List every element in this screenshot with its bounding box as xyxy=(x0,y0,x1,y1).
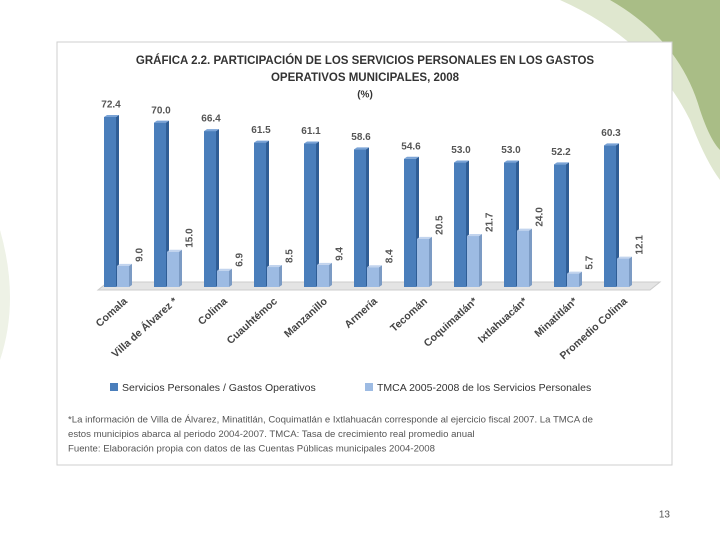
bar-side xyxy=(279,265,282,287)
legend-label: Servicios Personales / Gastos Operativos xyxy=(122,382,316,394)
data-label: 20.5 xyxy=(435,215,446,235)
bar-side xyxy=(429,236,432,287)
bar-top xyxy=(517,228,532,231)
bar xyxy=(204,131,216,287)
chart-title: GRÁFICA 2.2. PARTICIPACIÓN DE LOS SERVIC… xyxy=(136,54,594,67)
footnote: *La información de Villa de Álvarez, Min… xyxy=(68,415,593,426)
data-label: 58.6 xyxy=(351,132,371,143)
bar-side xyxy=(129,263,132,287)
data-label: 21.7 xyxy=(485,212,496,232)
bar-top xyxy=(617,256,632,259)
data-label: 53.0 xyxy=(501,145,521,156)
bar-side xyxy=(379,265,382,287)
data-label: 60.3 xyxy=(601,128,621,139)
bar xyxy=(317,264,329,287)
bar-top xyxy=(317,262,332,265)
data-label: 53.0 xyxy=(451,145,471,156)
bar-side xyxy=(529,228,532,287)
data-label: 5.7 xyxy=(585,255,596,269)
data-label: 61.1 xyxy=(301,126,321,137)
data-label: 12.1 xyxy=(635,235,646,255)
bar-top xyxy=(117,263,132,266)
bar-side xyxy=(179,249,182,287)
bar xyxy=(617,258,629,287)
data-label: 61.5 xyxy=(251,125,271,136)
data-label: 6.9 xyxy=(235,252,246,266)
bar-side xyxy=(266,140,269,287)
bar-top xyxy=(367,265,382,268)
bar xyxy=(167,251,179,287)
data-label: 66.4 xyxy=(201,114,221,125)
bar xyxy=(467,236,479,287)
bar-top xyxy=(567,271,582,274)
bar xyxy=(404,158,416,287)
bar-top xyxy=(104,115,119,117)
bar-side xyxy=(616,143,619,287)
data-label: 8.4 xyxy=(385,249,396,263)
bar-top xyxy=(167,249,182,252)
bar xyxy=(367,267,379,287)
chart-subtitle: (%) xyxy=(357,90,373,101)
bar-top xyxy=(204,129,219,132)
bar xyxy=(254,142,266,287)
page-number: 13 xyxy=(659,510,671,521)
data-label: 8.5 xyxy=(285,249,296,263)
bar xyxy=(354,149,366,287)
data-label: 15.0 xyxy=(185,228,196,248)
bar-side xyxy=(479,234,482,287)
decoration xyxy=(0,230,10,360)
bar-side xyxy=(216,129,219,287)
bar-top xyxy=(504,160,519,163)
bar-top xyxy=(267,265,282,268)
bar-top xyxy=(604,143,619,146)
data-label: 54.6 xyxy=(401,141,421,152)
bar xyxy=(454,162,466,287)
bar xyxy=(267,267,279,287)
bar-side xyxy=(329,262,332,287)
data-label: 70.0 xyxy=(151,105,171,116)
footnote: Fuente: Elaboración propia con datos de … xyxy=(68,444,435,455)
bar-side xyxy=(629,256,632,287)
bar-side xyxy=(366,147,369,287)
legend-label: TMCA 2005-2008 de los Servicios Personal… xyxy=(377,382,591,394)
bar-top xyxy=(467,234,482,237)
bar xyxy=(554,164,566,287)
bar-top xyxy=(304,141,319,144)
bar-top xyxy=(354,147,369,150)
bar-side xyxy=(229,268,232,287)
chart-title: OPERATIVOS MUNICIPALES, 2008 xyxy=(271,72,460,84)
bar-top xyxy=(554,162,569,165)
bar-top xyxy=(404,156,419,159)
data-label: 9.4 xyxy=(335,247,346,261)
bar xyxy=(504,162,516,287)
legend-swatch xyxy=(365,383,373,391)
bar xyxy=(104,117,116,287)
bar-side xyxy=(579,271,582,287)
data-label: 52.2 xyxy=(551,147,571,158)
bar xyxy=(517,230,529,287)
bar-side xyxy=(316,141,319,287)
bar-top xyxy=(417,236,432,239)
data-label: 72.4 xyxy=(101,100,121,111)
data-label: 24.0 xyxy=(535,207,546,227)
bar-top xyxy=(254,140,269,143)
bar xyxy=(217,270,229,287)
footnote: estos municipios abarca al periodo 2004-… xyxy=(68,429,475,440)
legend-swatch xyxy=(110,383,118,391)
bar xyxy=(567,273,579,287)
decoration xyxy=(610,0,720,150)
bar-top xyxy=(454,160,469,163)
bar xyxy=(417,238,429,287)
bar xyxy=(304,143,316,287)
data-label: 9.0 xyxy=(135,248,146,262)
bar-top xyxy=(154,120,169,123)
bar-side xyxy=(116,115,119,287)
bar xyxy=(154,122,166,287)
bar xyxy=(117,265,129,287)
bar-side xyxy=(566,162,569,287)
bar-side xyxy=(166,120,169,287)
bar xyxy=(604,145,616,287)
bar-top xyxy=(217,268,232,271)
